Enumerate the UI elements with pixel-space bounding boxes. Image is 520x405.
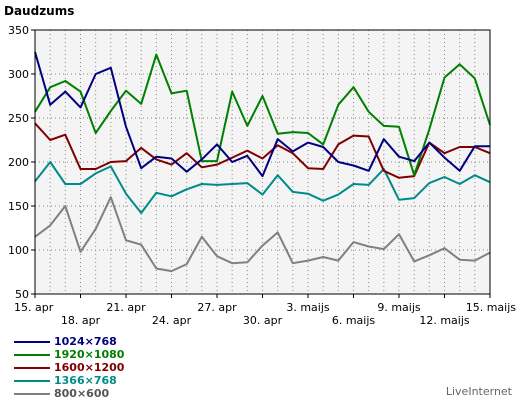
x-tick-label: 15. apr bbox=[14, 301, 54, 314]
x-tick-label: 12. maijs bbox=[419, 314, 470, 327]
x-tick-label: 21. apr bbox=[106, 301, 146, 314]
legend-label: 1600×1200 bbox=[54, 361, 125, 374]
x-tick-label: 30. apr bbox=[243, 314, 283, 327]
series-lines bbox=[34, 51, 491, 273]
legend-label: 1024×768 bbox=[54, 335, 117, 348]
legend-swatch bbox=[14, 367, 50, 369]
series-line bbox=[34, 53, 491, 177]
x-tick-label: 24. apr bbox=[152, 314, 192, 327]
x-axis: 15. apr 21. apr 27. apr 3. maijs 9. maijs 15.… bbox=[14, 294, 516, 327]
series-line bbox=[34, 51, 490, 178]
legend-swatch bbox=[14, 354, 50, 356]
x-tick-label: 18. apr bbox=[61, 314, 101, 327]
legend-swatch bbox=[14, 393, 50, 395]
legend-label: 800×600 bbox=[54, 387, 110, 400]
series-line bbox=[34, 196, 491, 273]
legend-swatch bbox=[14, 341, 50, 343]
legend-swatch bbox=[14, 380, 50, 382]
line-chart: Daudzums 50 100 150 200 250 300 350 15. apr 21.… bbox=[4, 4, 516, 327]
y-tick-label: 100 bbox=[8, 244, 29, 257]
x-tick-label: 15. maijs bbox=[466, 301, 517, 314]
x-tick-label: 27. apr bbox=[197, 301, 237, 314]
legend-label: 1366×768 bbox=[54, 374, 117, 387]
x-tick-label: 9. maijs bbox=[377, 301, 421, 314]
y-axis: 50 100 150 200 250 300 350 bbox=[8, 24, 35, 301]
x-tick-label: 6. maijs bbox=[332, 314, 376, 327]
y-tick-label: 200 bbox=[8, 156, 29, 169]
chart-title: Daudzums bbox=[4, 4, 74, 18]
y-tick-label: 300 bbox=[8, 68, 29, 81]
y-tick-label: 250 bbox=[8, 112, 29, 125]
x-tick-label: 3. maijs bbox=[286, 301, 330, 314]
series-line bbox=[34, 161, 491, 214]
legend-label: 1920×1080 bbox=[54, 348, 125, 361]
y-tick-label: 150 bbox=[8, 200, 29, 213]
y-tick-label: 50 bbox=[15, 288, 29, 301]
y-tick-label: 350 bbox=[8, 24, 29, 37]
brand-label: LiveInternet bbox=[445, 385, 512, 398]
